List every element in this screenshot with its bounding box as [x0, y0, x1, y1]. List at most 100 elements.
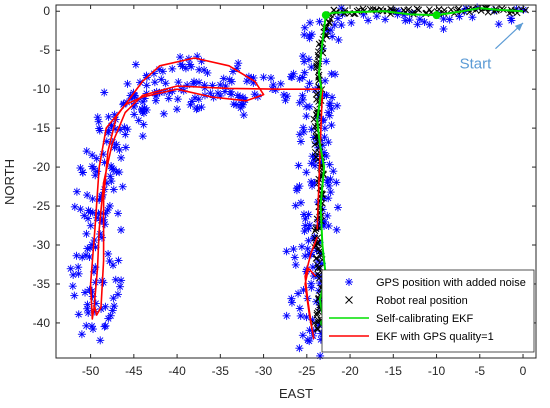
- gps-point: [158, 67, 167, 76]
- gps-point: [316, 351, 325, 360]
- gps-point: [300, 57, 309, 66]
- gps-point: [105, 257, 114, 266]
- robot-point: [326, 19, 333, 27]
- gps-point: [279, 90, 288, 99]
- y-tick-label: -30: [33, 238, 51, 252]
- gps-point: [290, 253, 299, 262]
- gps-point: [117, 225, 126, 234]
- gps-point: [439, 14, 448, 23]
- x-tick-label: -50: [82, 364, 100, 378]
- gps-point: [299, 123, 308, 132]
- robot-point: [440, 6, 448, 14]
- gps-point: [295, 74, 304, 83]
- y-tick-label: -40: [33, 316, 51, 330]
- gps-point: [192, 105, 201, 114]
- robot-point: [314, 264, 322, 272]
- gps-point: [298, 331, 307, 340]
- gps-point: [326, 26, 335, 35]
- robot-point: [313, 324, 321, 332]
- legend-item-ekf: EKF with GPS quality=1: [329, 331, 494, 343]
- y-tick-label: -15: [33, 121, 51, 135]
- gps-point: [80, 211, 89, 220]
- gps-point: [83, 191, 92, 200]
- gps-point: [68, 282, 77, 291]
- gps-point: [117, 276, 126, 285]
- gps-point: [101, 209, 110, 218]
- gps-point: [78, 168, 87, 177]
- gps-point: [74, 310, 83, 319]
- gps-point: [324, 194, 333, 203]
- gps-point: [296, 311, 305, 320]
- robot-point: [447, 6, 455, 13]
- gps-point: [229, 100, 238, 109]
- gps-point: [304, 210, 313, 219]
- robot-point: [312, 255, 320, 262]
- legend-label-self-calibrating: Self-calibrating EKF: [376, 313, 473, 325]
- gps-point: [321, 76, 330, 85]
- gps-point: [74, 263, 83, 272]
- gps-point: [114, 256, 123, 265]
- start-arrowhead: [514, 22, 524, 31]
- x-axis-ticks: -50 -45 -40 -35 -30 -25 -20 -15 -10 -5 0: [82, 5, 527, 378]
- gps-point: [294, 161, 303, 170]
- gps-point: [287, 294, 296, 303]
- gps-point: [291, 260, 300, 269]
- gps-point: [305, 102, 314, 111]
- gps-point: [159, 109, 168, 118]
- gps-point: [333, 14, 342, 23]
- gps-point: [168, 64, 177, 73]
- ekf-quality-line: [89, 57, 324, 320]
- gps-point: [295, 304, 304, 313]
- y-tick-label: -35: [33, 277, 51, 291]
- legend-robot-cross: [345, 296, 353, 304]
- gps-point: [194, 95, 203, 104]
- gps-point: [116, 282, 125, 291]
- gps-point: [299, 127, 308, 136]
- robot-point: [316, 247, 324, 255]
- gps-point: [259, 73, 268, 82]
- gps-point: [305, 337, 314, 346]
- gps-point: [72, 251, 81, 260]
- gps-point: [81, 288, 90, 297]
- x-tick-label: -25: [298, 364, 316, 378]
- gps-point: [305, 221, 314, 230]
- legend-label-gps: GPS position with added noise: [376, 277, 526, 289]
- gps-point: [332, 225, 341, 234]
- legend-box: [321, 269, 535, 353]
- gps-point: [302, 168, 311, 177]
- gps-point: [298, 91, 307, 100]
- gps-point: [96, 336, 105, 345]
- gps-point: [114, 209, 123, 218]
- gps-point: [187, 62, 196, 71]
- robot-point: [313, 311, 321, 319]
- legend-item-self-calibrating: Self-calibrating EKF: [329, 313, 473, 325]
- gps-point: [150, 78, 159, 87]
- gps-point: [308, 181, 317, 190]
- y-tick-label: -20: [33, 160, 51, 174]
- gps-point: [69, 270, 78, 279]
- gps-point: [304, 55, 313, 64]
- gps-point: [134, 116, 143, 125]
- gps-point: [173, 95, 182, 104]
- self-calibrating-marker: [432, 11, 441, 20]
- gps-point: [281, 96, 290, 105]
- gps-point: [227, 90, 236, 99]
- gps-point: [300, 227, 309, 236]
- gps-point: [364, 16, 373, 25]
- robot-point: [314, 319, 322, 326]
- gps-point: [307, 283, 316, 292]
- gps-point: [307, 63, 316, 72]
- gps-point: [77, 330, 86, 339]
- gps-point: [74, 269, 83, 278]
- gps-point: [415, 15, 424, 24]
- gps-point: [297, 242, 306, 251]
- ekf-quality-line-segment: [304, 236, 318, 340]
- gps-point: [325, 111, 334, 120]
- x-tick-label: -40: [168, 364, 186, 378]
- y-tick-label: -25: [33, 199, 51, 213]
- legend-robot-marker: [345, 296, 353, 304]
- gps-point: [302, 112, 311, 121]
- gps-point: [104, 112, 113, 121]
- gps-point: [282, 247, 291, 256]
- x-tick-label: -10: [428, 364, 446, 378]
